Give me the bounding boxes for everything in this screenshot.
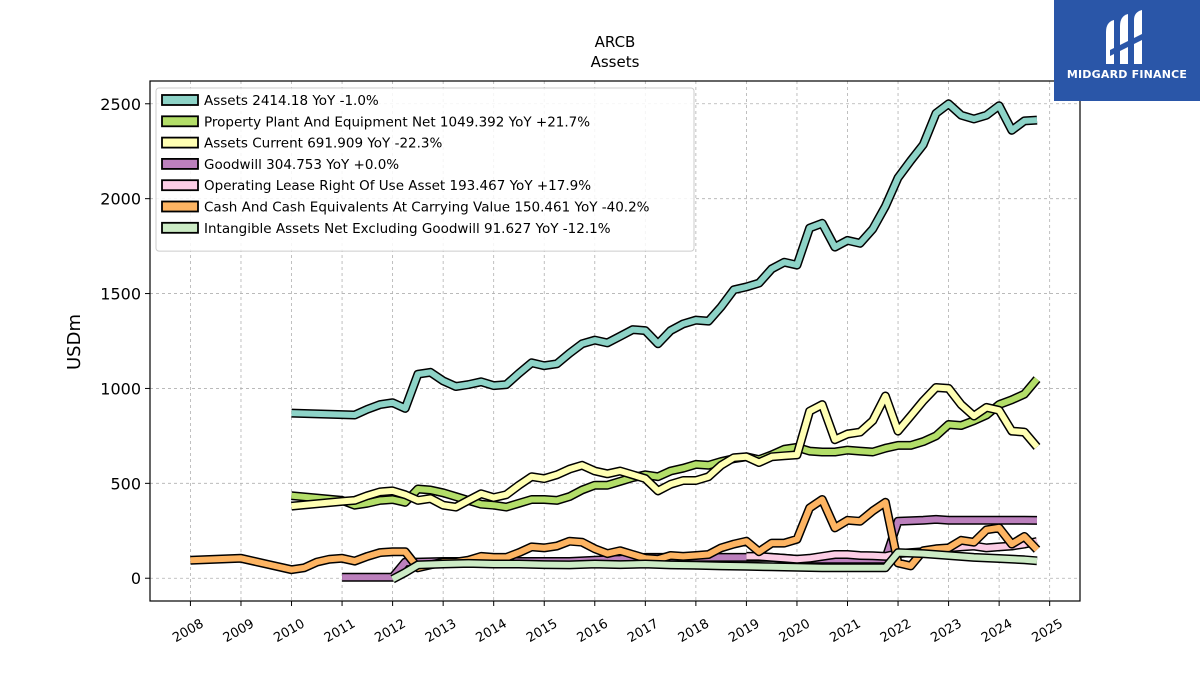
x-tick-label: 2014 (474, 616, 510, 646)
x-tick-label: 2021 (827, 616, 863, 646)
y-tick-label: 1500 (100, 285, 141, 304)
x-tick-label: 2013 (423, 616, 459, 646)
y-axis-ticks: 0 500 1000 1500 2000 2500 (100, 95, 150, 588)
brand-logo: MIDGARD FINANCE (1054, 0, 1200, 101)
x-tick-label: 2012 (372, 616, 408, 646)
y-tick-label: 0 (131, 569, 141, 588)
legend-entry: Goodwill 304.753 YoY +0.0% (204, 157, 399, 173)
legend-swatch (161, 115, 199, 128)
legend-entry: Assets Current 691.909 YoY -22.3% (204, 136, 443, 152)
y-tick-label: 1000 (100, 379, 141, 398)
series-1 (291, 99, 1038, 420)
legend-swatch (161, 179, 199, 192)
series-3 (291, 383, 1041, 512)
x-axis-ticks: 2008 2009 2010 2011 2012 2013 2014 2015 2016 2017… (170, 601, 1066, 646)
series-lines (190, 99, 1041, 584)
chart-title: ARCB (595, 33, 636, 51)
legend-entry: Intangible Assets Net Excluding Goodwill… (204, 221, 611, 237)
series-2 (291, 376, 1041, 512)
x-tick-label: 2008 (170, 616, 206, 646)
y-axis-label: USDm (64, 314, 85, 370)
legend-entry: Property Plant And Equipment Net 1049.39… (204, 114, 590, 130)
series-line (391, 549, 1038, 582)
legend-entry: Cash And Cash Equivalents At Carrying Va… (204, 200, 650, 216)
plot-frame (149, 80, 1081, 602)
legend-swatch (161, 157, 199, 170)
legend-box (155, 87, 695, 252)
x-tick-label: 2022 (878, 616, 914, 646)
legend-swatch (161, 136, 199, 149)
logo-mark-icon (1106, 10, 1146, 64)
x-tick-label: 2024 (979, 616, 1015, 646)
y-tick-label: 2500 (100, 95, 141, 114)
x-tick-label: 2018 (676, 616, 712, 646)
x-tick-label: 2010 (271, 616, 307, 646)
series-line (190, 496, 1040, 573)
legend: Assets 2414.18 YoY -1.0% Property Plant A… (155, 87, 695, 252)
chart-subtitle: Assets (591, 53, 640, 71)
x-tick-label: 2009 (221, 616, 257, 646)
x-tick-label: 2017 (625, 616, 661, 646)
x-tick-label: 2016 (575, 616, 611, 646)
legend-swatch (161, 221, 199, 234)
series-7 (390, 548, 1038, 584)
series-line (291, 384, 1040, 511)
y-tick-label: 2000 (100, 190, 141, 209)
x-tick-label: 2011 (322, 616, 358, 646)
series-line (291, 377, 1040, 511)
legend-swatch (161, 94, 199, 106)
series-6 (190, 495, 1041, 575)
logo-text: MIDGARD FINANCE (1066, 68, 1188, 81)
legend-swatch (161, 200, 199, 213)
x-tick-label: 2015 (524, 616, 560, 646)
x-tick-label: 2020 (777, 616, 813, 646)
x-tick-label: 2023 (928, 616, 964, 646)
legend-entry: Operating Lease Right Of Use Asset 193.4… (204, 178, 591, 194)
x-tick-label: 2019 (726, 616, 762, 646)
series-line (291, 100, 1038, 418)
y-tick-label: 500 (110, 474, 141, 493)
legend-entry: Assets 2414.18 YoY -1.0% (204, 93, 379, 109)
x-tick-label: 2025 (1030, 616, 1066, 646)
